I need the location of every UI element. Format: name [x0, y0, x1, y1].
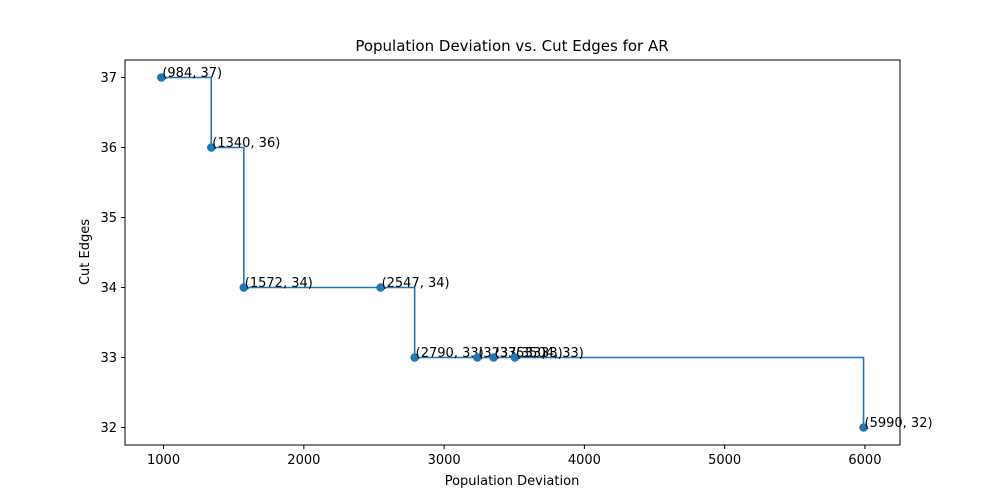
data-point: [239, 283, 249, 292]
x-tick-label: 3000: [428, 453, 461, 468]
x-axis: 1000 2000 3000 4000 5000 6000: [147, 445, 881, 468]
data-point-label: (3504, 33): [516, 346, 584, 361]
x-tick-label: 5000: [708, 453, 741, 468]
x-tick-label: 4000: [568, 453, 601, 468]
data-point-label: (2790, 33): [416, 346, 484, 361]
plot-area: (984, 37) (1340, 36) (1572, 34) (2547, 34) (…: [157, 66, 933, 432]
data-point: [206, 143, 216, 152]
data-point: [157, 73, 166, 82]
data-point: [859, 423, 868, 432]
data-point-label: (2547, 34): [382, 276, 450, 291]
data-point-label: (1340, 36): [212, 136, 280, 151]
data-point: [510, 353, 520, 362]
y-tick-label: 36: [100, 141, 117, 156]
y-tick-label: 32: [100, 421, 117, 436]
x-axis-label: Population Deviation: [445, 474, 580, 489]
data-point-label: (984, 37): [162, 66, 222, 81]
step-line: [161, 76, 865, 428]
data-point: [410, 353, 419, 362]
y-axis-label: Cut Edges: [78, 219, 93, 285]
x-tick-label: 6000: [848, 453, 881, 468]
x-tick-label: 2000: [287, 453, 320, 468]
y-tick-label: 35: [100, 211, 117, 226]
y-axis: 32 33 34 35 36 37: [100, 71, 125, 436]
y-tick-label: 37: [100, 71, 117, 86]
chart-title: Population Deviation vs. Cut Edges for A…: [355, 37, 668, 55]
y-tick-label: 34: [100, 281, 117, 296]
data-point-label: (5990, 32): [865, 416, 933, 431]
data-point-label: (1572, 34): [245, 276, 313, 291]
data-point: [489, 353, 498, 362]
data-point: [376, 283, 385, 292]
x-tick-label: 1000: [147, 453, 180, 468]
data-point: [473, 353, 482, 362]
plot-frame: [124, 59, 901, 446]
y-tick-label: 33: [100, 351, 117, 366]
